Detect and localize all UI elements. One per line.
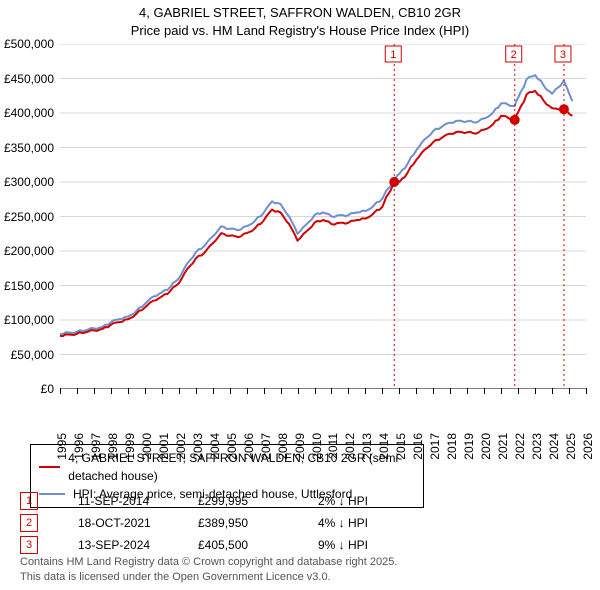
x-tick-mark xyxy=(94,388,95,394)
series-line xyxy=(60,75,572,334)
y-tick-label: £50,000 xyxy=(11,348,54,362)
x-tick-mark xyxy=(535,388,536,394)
sale-marker-date: 13-SEP-2024 xyxy=(78,538,198,552)
y-tick-label: £450,000 xyxy=(4,72,54,86)
y-tick-label: £0 xyxy=(41,382,54,396)
svg-text:1: 1 xyxy=(390,49,396,61)
x-tick-mark xyxy=(298,388,299,394)
sale-marker-delta: 2% ↓ HPI xyxy=(318,494,438,508)
plot-svg: 1 2 3 xyxy=(60,44,586,389)
x-tick-label: 2018 xyxy=(445,433,459,460)
sale-marker-date: 18-OCT-2021 xyxy=(78,516,198,530)
x-tick-mark xyxy=(416,388,417,394)
x-tick-mark xyxy=(145,388,146,394)
svg-text:3: 3 xyxy=(560,49,566,61)
sale-marker-delta: 4% ↓ HPI xyxy=(318,516,438,530)
x-tick-mark xyxy=(247,388,248,394)
x-tick-mark xyxy=(230,388,231,394)
title-line-2: Price paid vs. HM Land Registry's House … xyxy=(131,23,469,38)
x-tick-mark xyxy=(433,388,434,394)
footnote-line-1: Contains HM Land Registry data © Crown c… xyxy=(20,556,397,568)
y-tick-label: £150,000 xyxy=(4,279,54,293)
x-tick-mark xyxy=(77,388,78,394)
x-tick-mark xyxy=(399,388,400,394)
x-tick-label: 2017 xyxy=(428,433,442,460)
chart-title: 4, GABRIEL STREET, SAFFRON WALDEN, CB10 … xyxy=(0,0,600,39)
sale-markers-table: 1 11-SEP-2014£299,9952% ↓ HPI 2 18-OCT-2021… xyxy=(20,490,438,556)
x-tick-mark xyxy=(264,388,265,394)
sale-marker-dot xyxy=(510,115,520,125)
footnote-line-2: This data is licensed under the Open Gov… xyxy=(20,571,331,583)
svg-text:2: 2 xyxy=(511,49,517,61)
x-tick-mark xyxy=(518,388,519,394)
x-tick-mark xyxy=(365,388,366,394)
footnote: Contains HM Land Registry data © Crown c… xyxy=(20,555,397,584)
sale-marker-dot xyxy=(389,177,399,187)
x-tick-label: 2019 xyxy=(462,433,476,460)
sale-marker-index: 3 xyxy=(20,536,38,554)
x-tick-mark xyxy=(552,388,553,394)
sale-marker-row: 3 13-SEP-2024£405,5009% ↓ HPI xyxy=(20,534,438,556)
x-tick-label: 2023 xyxy=(530,433,544,460)
chart-container: 4, GABRIEL STREET, SAFFRON WALDEN, CB10 … xyxy=(0,0,600,590)
sale-marker-badge: 2 xyxy=(506,46,522,62)
x-tick-label: 2021 xyxy=(496,433,510,460)
y-tick-label: £350,000 xyxy=(4,141,54,155)
y-tick-label: £500,000 xyxy=(4,37,54,51)
y-tick-label: £100,000 xyxy=(4,313,54,327)
sale-marker-price: £405,500 xyxy=(198,538,318,552)
x-tick-mark xyxy=(179,388,180,394)
x-tick-mark xyxy=(331,388,332,394)
x-axis: 1995199619971998199920002001200220032004… xyxy=(60,391,586,443)
x-tick-mark xyxy=(196,388,197,394)
x-tick-mark xyxy=(450,388,451,394)
sale-marker-index: 2 xyxy=(20,514,38,532)
x-tick-label: 2022 xyxy=(513,433,527,460)
x-tick-mark xyxy=(162,388,163,394)
plot-area: £0£50,000£100,000£150,000£200,000£250,00… xyxy=(60,44,586,389)
y-tick-label: £200,000 xyxy=(4,244,54,258)
sale-marker-index: 1 xyxy=(20,492,38,510)
sale-marker-price: £299,995 xyxy=(198,494,318,508)
sale-marker-dot xyxy=(559,104,569,114)
x-tick-mark xyxy=(501,388,502,394)
sale-marker-badge: 3 xyxy=(555,46,571,62)
sale-marker-badge: 1 xyxy=(385,46,401,62)
sale-marker-date: 11-SEP-2014 xyxy=(78,494,198,508)
x-tick-label: 2024 xyxy=(547,433,561,460)
x-tick-mark xyxy=(128,388,129,394)
x-tick-mark xyxy=(111,388,112,394)
x-tick-mark xyxy=(382,388,383,394)
x-tick-mark xyxy=(467,388,468,394)
x-tick-mark xyxy=(60,388,61,394)
x-tick-mark xyxy=(348,388,349,394)
y-tick-label: £300,000 xyxy=(4,175,54,189)
y-tick-label: £250,000 xyxy=(4,210,54,224)
x-tick-mark xyxy=(281,388,282,394)
x-tick-label: 2026 xyxy=(581,433,595,460)
legend-swatch xyxy=(39,466,60,468)
sale-marker-delta: 9% ↓ HPI xyxy=(318,538,438,552)
sale-marker-row: 2 18-OCT-2021£389,9504% ↓ HPI xyxy=(20,512,438,534)
x-tick-mark xyxy=(315,388,316,394)
title-line-1: 4, GABRIEL STREET, SAFFRON WALDEN, CB10 … xyxy=(139,5,461,20)
x-tick-label: 2020 xyxy=(479,433,493,460)
sale-marker-row: 1 11-SEP-2014£299,9952% ↓ HPI xyxy=(20,490,438,512)
y-tick-label: £400,000 xyxy=(4,106,54,120)
sale-marker-price: £389,950 xyxy=(198,516,318,530)
x-tick-mark xyxy=(569,388,570,394)
legend-label: 4, GABRIEL STREET, SAFFRON WALDEN, CB10 … xyxy=(68,449,415,485)
x-tick-mark xyxy=(586,388,587,394)
x-tick-mark xyxy=(484,388,485,394)
x-tick-label: 2025 xyxy=(564,433,578,460)
legend-item: 4, GABRIEL STREET, SAFFRON WALDEN, CB10 … xyxy=(39,449,415,485)
x-tick-mark xyxy=(213,388,214,394)
